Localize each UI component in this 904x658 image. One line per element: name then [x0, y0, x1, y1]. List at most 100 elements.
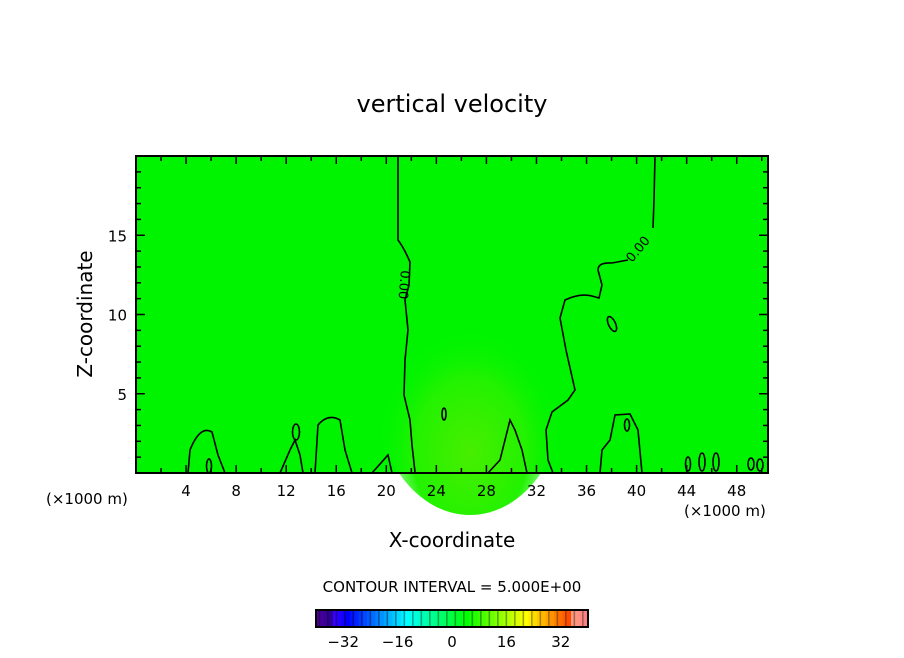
chart-title: vertical velocity	[357, 90, 548, 118]
axis-ticks	[136, 156, 768, 473]
colorbar-swatch	[494, 610, 500, 627]
contour-closed	[623, 418, 631, 432]
x-tick-label: 32	[527, 482, 546, 500]
x-tick-label: 12	[277, 482, 296, 500]
colorbar-swatch	[367, 610, 372, 627]
colorbar-swatch	[413, 610, 419, 627]
colorbar-swatch	[396, 610, 402, 627]
contour-lines	[187, 155, 764, 474]
colorbar-swatch	[511, 610, 517, 627]
y-axis-label: Z-coordinate	[73, 250, 97, 377]
colorbar-swatch	[379, 610, 385, 627]
contour-line-right	[545, 155, 656, 474]
colorbar-tick-label: 32	[551, 633, 570, 651]
colorbar-swatch	[456, 610, 461, 627]
colorbar-swatch	[371, 610, 376, 627]
x-tick-label: 16	[327, 482, 346, 500]
contour-closed	[756, 458, 764, 472]
x-axis-label: X-coordinate	[389, 528, 516, 552]
contour-closed	[684, 456, 692, 472]
colorbar-swatch	[515, 610, 521, 627]
colorbar-swatch	[316, 610, 321, 627]
colorbar-swatch	[324, 610, 330, 627]
colorbar-swatch	[333, 610, 338, 627]
contour-closed	[291, 423, 301, 441]
colorbar-swatch	[401, 610, 406, 627]
colorbar-swatch	[532, 610, 538, 627]
colorbar-swatch	[524, 610, 529, 627]
x-tick-label: 40	[627, 482, 646, 500]
colorbar-swatch	[435, 610, 440, 627]
colorbar-tick-label: 16	[497, 633, 516, 651]
colorbar-swatch	[460, 610, 466, 627]
colorbar-swatch	[439, 610, 444, 627]
contour-bump	[187, 429, 226, 474]
colorbar-swatch	[477, 610, 483, 627]
colorbar-swatch	[545, 610, 551, 627]
x-tick-label: 44	[677, 482, 696, 500]
contour-line-left	[397, 156, 416, 473]
y-tick-label: 15	[108, 227, 127, 245]
updraft-region	[375, 265, 565, 515]
x-tick-label: 20	[377, 482, 396, 500]
colorbar-tick-label: 0	[447, 633, 457, 651]
contour-closed	[606, 315, 618, 333]
colorbar-tick-label: −32	[327, 633, 359, 651]
colorbar-swatch	[498, 610, 504, 627]
colorbar-swatch	[558, 610, 563, 627]
colorbar-swatch	[575, 610, 580, 627]
colorbar-swatch	[528, 610, 534, 627]
colorbar-swatch	[341, 610, 347, 627]
colorbar-swatch	[426, 610, 432, 627]
colorbar-swatch	[566, 610, 572, 627]
colorbar-swatch	[452, 610, 457, 627]
y-tick-label: 5	[117, 386, 127, 404]
colorbar-swatch	[345, 610, 351, 627]
x-tick-label: 36	[577, 482, 596, 500]
colorbar-swatch	[469, 610, 474, 627]
colorbar-swatch	[443, 610, 449, 627]
x-unit-left: (×1000 m)	[46, 490, 128, 508]
colorbar-swatch	[571, 610, 576, 627]
colorbar-swatch	[388, 610, 393, 627]
contour-bump	[599, 413, 643, 474]
colorbar-swatch	[328, 610, 334, 627]
colorbar-swatch	[486, 610, 491, 627]
colorbar-tick-label: −16	[382, 633, 414, 651]
colorbar-swatch	[375, 610, 381, 627]
colorbar-swatch	[409, 610, 415, 627]
colorbar-swatch	[430, 610, 436, 627]
colorbar-swatch	[549, 610, 555, 627]
colorbar-swatch	[490, 610, 495, 627]
colorbar-swatch	[507, 610, 512, 627]
colorbar	[315, 609, 589, 628]
y-tick-label: 10	[108, 307, 127, 325]
contour-closed	[441, 407, 447, 421]
colorbar-swatch	[541, 610, 546, 627]
x-unit-right: (×1000 m)	[684, 502, 766, 520]
colorbar-swatch	[481, 610, 487, 627]
contour-closed	[712, 452, 720, 472]
x-tick-label: 8	[231, 482, 241, 500]
colorbar-frame	[315, 609, 589, 628]
x-tick-label: 48	[727, 482, 746, 500]
colorbar-swatch	[583, 610, 589, 627]
colorbar-swatch	[520, 610, 525, 627]
contour-interval: CONTOUR INTERVAL = 5.000E+00	[323, 578, 582, 596]
colorbar-swatch	[473, 610, 478, 627]
colorbar-swatch	[537, 610, 542, 627]
contour-bump	[314, 416, 353, 474]
colorbar-swatch	[354, 610, 359, 627]
colorbar-swatch	[554, 610, 559, 627]
x-tick-label: 24	[427, 482, 446, 500]
colorbar-swatch	[503, 610, 508, 627]
colorbar-swatch	[447, 610, 453, 627]
colorbar-swatch	[579, 610, 585, 627]
colorbar-swatch	[358, 610, 364, 627]
colorbar-swatch	[464, 610, 470, 627]
contour-closed	[747, 457, 755, 471]
contour-closed	[698, 452, 706, 472]
contour-label: 0.00	[394, 270, 411, 300]
